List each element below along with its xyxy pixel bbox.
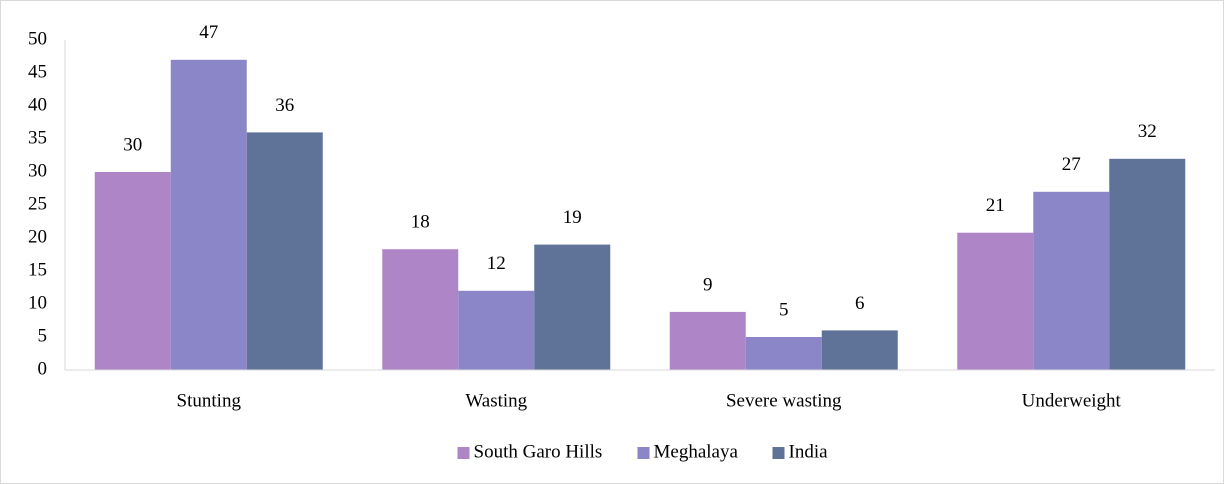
data-label: 32 [1138, 121, 1157, 142]
bar [1033, 191, 1110, 370]
bar [382, 249, 459, 370]
y-tick-label: 35 [28, 127, 47, 148]
y-tick-label: 50 [28, 28, 47, 49]
y-tick-label: 0 [38, 358, 48, 379]
legend-swatch [772, 447, 785, 459]
x-tick-label: Stunting [177, 390, 242, 411]
data-label: 19 [563, 207, 582, 228]
bar [246, 132, 323, 370]
bar [534, 244, 611, 370]
bar [94, 172, 171, 370]
legend-swatch [637, 447, 650, 459]
y-tick-label: 40 [28, 94, 47, 115]
y-tick-label: 15 [28, 259, 47, 280]
x-tick-label: Underweight [1022, 390, 1122, 411]
data-label: 21 [986, 195, 1005, 216]
y-tick-label: 25 [28, 193, 47, 214]
y-tick-label: 45 [28, 61, 47, 82]
data-label: 36 [275, 95, 294, 116]
bar [1109, 158, 1186, 370]
data-label: 27 [1062, 154, 1081, 175]
legend-label: South Garo Hills [474, 441, 603, 462]
legend-label: India [789, 441, 829, 462]
y-tick-label: 10 [28, 292, 47, 313]
data-label: 47 [199, 22, 218, 43]
y-tick-label: 30 [28, 160, 47, 181]
bar [669, 311, 746, 370]
y-tick-label: 5 [38, 325, 48, 346]
bar [957, 232, 1034, 370]
legend-swatch [457, 447, 470, 459]
x-tick-label: Severe wasting [726, 390, 842, 411]
data-label: 12 [487, 253, 506, 274]
legend-label: Meghalaya [654, 441, 739, 462]
bar [821, 330, 898, 370]
data-label: 6 [855, 293, 865, 314]
bar [170, 59, 247, 371]
data-label: 30 [123, 134, 142, 155]
bar [745, 337, 822, 370]
x-tick-label: Wasting [465, 390, 527, 411]
y-tick-label: 20 [28, 226, 47, 247]
data-label: 5 [779, 299, 789, 320]
data-label: 9 [703, 274, 713, 295]
bar [458, 290, 535, 370]
data-label: 18 [411, 212, 430, 233]
